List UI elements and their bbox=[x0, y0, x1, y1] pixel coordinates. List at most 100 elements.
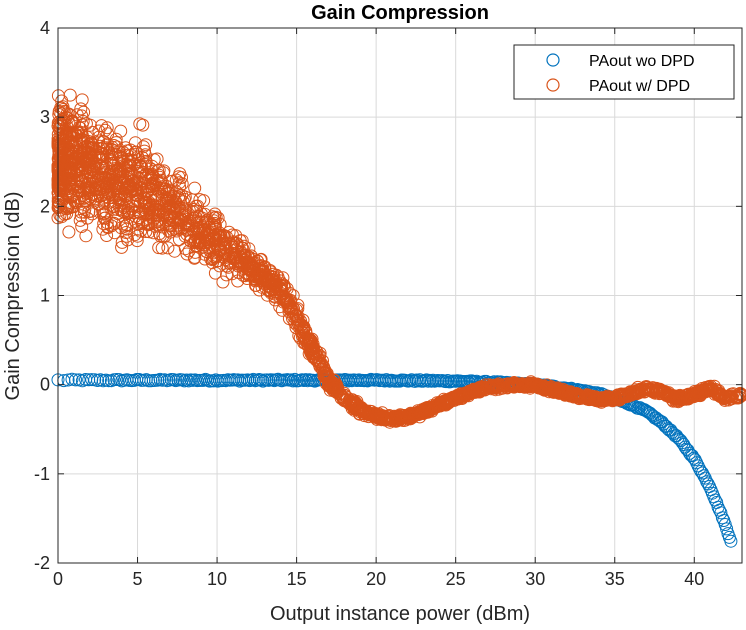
point-w-dpd bbox=[70, 140, 84, 154]
point-w-dpd bbox=[400, 408, 414, 422]
point-w-dpd bbox=[398, 411, 412, 425]
point-w-dpd bbox=[172, 200, 186, 214]
tick-labels: 0 5 10 15 20 25 30 35 40 -2 -1 0 1 2 3 4 bbox=[34, 18, 704, 589]
point-w-dpd bbox=[492, 382, 506, 396]
point-w-dpd bbox=[73, 213, 87, 227]
point-w-dpd bbox=[713, 389, 727, 403]
point-w-dpd bbox=[189, 233, 202, 247]
point-w-dpd bbox=[144, 190, 158, 204]
point-w-dpd bbox=[101, 164, 115, 178]
point-w-dpd bbox=[353, 407, 367, 421]
point-w-dpd bbox=[581, 389, 595, 403]
point-w-dpd bbox=[172, 233, 186, 246]
point-w-dpd bbox=[114, 221, 128, 235]
point-w-dpd bbox=[164, 219, 178, 233]
point-w-dpd bbox=[282, 312, 296, 326]
point-wo-dpd bbox=[301, 374, 315, 388]
legend-label-wo-dpd: PAout wo DPD bbox=[589, 53, 695, 70]
point-w-dpd bbox=[318, 370, 332, 384]
point-w-dpd bbox=[187, 251, 201, 265]
point-w-dpd bbox=[193, 193, 207, 207]
point-w-dpd bbox=[208, 231, 222, 245]
point-w-dpd bbox=[264, 284, 277, 298]
point-w-dpd bbox=[114, 177, 128, 191]
point-w-dpd bbox=[133, 117, 147, 131]
point-w-dpd bbox=[153, 229, 167, 243]
point-w-dpd bbox=[731, 391, 745, 405]
point-w-dpd bbox=[80, 156, 94, 170]
point-w-dpd bbox=[136, 184, 150, 197]
point-w-dpd bbox=[234, 255, 248, 269]
point-w-dpd bbox=[55, 145, 69, 159]
point-w-dpd bbox=[243, 259, 257, 272]
point-w-dpd bbox=[185, 193, 199, 207]
point-w-dpd bbox=[120, 159, 134, 173]
point-w-dpd bbox=[240, 272, 254, 285]
legend-label-w-dpd: PAout w/ DPD bbox=[589, 78, 690, 95]
point-w-dpd bbox=[309, 352, 323, 366]
point-w-dpd bbox=[633, 382, 647, 396]
axis-ticks bbox=[57, 27, 742, 564]
point-w-dpd bbox=[120, 191, 134, 205]
point-wo-dpd bbox=[724, 534, 738, 548]
point-wo-dpd bbox=[688, 453, 702, 467]
point-w-dpd bbox=[126, 182, 140, 196]
point-w-dpd bbox=[224, 256, 238, 269]
point-w-dpd bbox=[75, 126, 89, 139]
point-w-dpd bbox=[151, 213, 165, 227]
point-w-dpd bbox=[123, 158, 137, 172]
point-w-dpd bbox=[168, 244, 182, 258]
point-w-dpd bbox=[661, 389, 674, 403]
point-w-dpd bbox=[527, 377, 541, 391]
point-w-dpd bbox=[620, 388, 634, 402]
point-w-dpd bbox=[696, 386, 710, 399]
point-wo-dpd bbox=[295, 373, 309, 387]
data-marks bbox=[51, 88, 746, 548]
point-w-dpd bbox=[125, 166, 139, 180]
point-wo-dpd bbox=[720, 522, 734, 536]
point-w-dpd bbox=[463, 387, 477, 401]
point-w-dpd bbox=[240, 255, 254, 269]
x-tick-label: 10 bbox=[207, 569, 227, 589]
point-w-dpd bbox=[56, 173, 70, 187]
point-w-dpd bbox=[558, 388, 572, 402]
point-w-dpd bbox=[74, 102, 88, 116]
point-w-dpd bbox=[109, 178, 123, 192]
legend-marker-wo-dpd bbox=[546, 53, 560, 67]
point-w-dpd bbox=[129, 179, 143, 193]
point-w-dpd bbox=[273, 300, 287, 314]
point-w-dpd bbox=[112, 156, 126, 170]
x-tick-label: 20 bbox=[366, 569, 386, 589]
point-w-dpd bbox=[699, 383, 713, 397]
point-w-dpd bbox=[302, 333, 315, 347]
point-w-dpd bbox=[128, 157, 142, 171]
point-w-dpd bbox=[662, 388, 676, 402]
point-w-dpd bbox=[350, 397, 364, 411]
legend: PAout wo DPD PAout w/ DPD bbox=[513, 44, 735, 100]
point-w-dpd bbox=[54, 187, 68, 201]
point-w-dpd bbox=[514, 377, 528, 391]
point-wo-dpd bbox=[61, 373, 75, 387]
point-w-dpd bbox=[235, 234, 249, 248]
point-w-dpd bbox=[420, 402, 433, 416]
point-wo-dpd bbox=[69, 373, 83, 387]
y-tick-label: 4 bbox=[40, 18, 50, 38]
point-w-dpd bbox=[79, 179, 93, 193]
point-wo-dpd bbox=[284, 373, 298, 387]
x-tick-label: 35 bbox=[605, 569, 625, 589]
point-w-dpd bbox=[133, 158, 146, 172]
point-w-dpd bbox=[206, 229, 220, 243]
y-tick-label: 2 bbox=[40, 196, 50, 216]
point-w-dpd bbox=[153, 170, 167, 184]
point-w-dpd bbox=[329, 381, 343, 395]
point-w-dpd bbox=[389, 414, 403, 428]
point-w-dpd bbox=[504, 379, 518, 392]
point-w-dpd bbox=[73, 161, 87, 175]
y-tick-label: 0 bbox=[40, 375, 50, 395]
point-w-dpd bbox=[89, 189, 103, 203]
point-w-dpd bbox=[86, 125, 100, 139]
point-wo-dpd bbox=[112, 373, 126, 387]
point-wo-dpd bbox=[254, 373, 268, 387]
point-w-dpd bbox=[79, 229, 93, 243]
